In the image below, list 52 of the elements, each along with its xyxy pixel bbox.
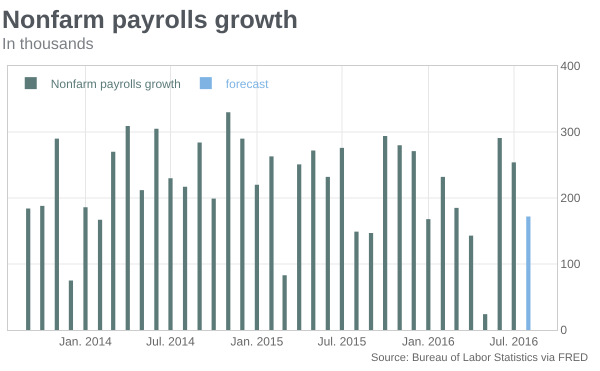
bar bbox=[398, 145, 402, 330]
bar bbox=[54, 138, 59, 330]
bar bbox=[340, 148, 344, 330]
chart-subtitle: In thousands bbox=[2, 36, 94, 53]
bar bbox=[168, 178, 173, 330]
y-tick-label: 400 bbox=[560, 59, 581, 74]
bar bbox=[440, 176, 445, 330]
bar bbox=[426, 219, 430, 330]
bar bbox=[383, 136, 388, 330]
x-tick-label: Jan. 2014 bbox=[59, 334, 112, 348]
bar bbox=[140, 190, 144, 330]
bar bbox=[269, 156, 274, 330]
bar bbox=[354, 232, 359, 330]
bar bbox=[483, 314, 488, 330]
bar bbox=[412, 151, 416, 330]
bar bbox=[240, 138, 244, 330]
bar bbox=[498, 138, 502, 330]
bar bbox=[126, 126, 130, 330]
bar bbox=[254, 184, 260, 330]
legend-label: forecast bbox=[226, 76, 270, 91]
x-tick-label: Jul. 2015 bbox=[318, 334, 367, 348]
source-note: Source: Bureau of Labor Statistics via FRED bbox=[371, 352, 588, 364]
bar bbox=[526, 216, 530, 330]
bar bbox=[26, 208, 30, 330]
bar bbox=[326, 176, 330, 330]
bar bbox=[111, 152, 116, 330]
bar bbox=[311, 150, 316, 330]
bar bbox=[468, 236, 474, 330]
bar bbox=[226, 112, 230, 330]
bar bbox=[83, 207, 88, 330]
bar bbox=[512, 162, 516, 330]
x-tick-label: Jan. 2016 bbox=[402, 334, 455, 348]
bar bbox=[212, 198, 216, 330]
bar bbox=[40, 206, 44, 330]
bar bbox=[368, 232, 374, 330]
bar bbox=[154, 128, 159, 330]
x-tick-label: Jan. 2015 bbox=[230, 334, 284, 348]
bar bbox=[454, 208, 459, 330]
y-tick-label: 300 bbox=[560, 125, 581, 140]
bar bbox=[98, 220, 102, 330]
x-tick-label: Jul. 2014 bbox=[146, 334, 196, 348]
bar bbox=[182, 186, 188, 330]
y-tick-label: 100 bbox=[560, 257, 581, 272]
chart-title: Nonfarm payrolls growth bbox=[2, 6, 298, 34]
legend-label: Nonfarm payrolls growth bbox=[50, 76, 181, 91]
y-tick-label: 0 bbox=[560, 323, 568, 338]
bar bbox=[297, 164, 302, 330]
bar bbox=[198, 142, 202, 330]
x-tick-label: Jul. 2016 bbox=[489, 334, 538, 348]
bar bbox=[282, 275, 287, 330]
y-tick-label: 200 bbox=[560, 191, 581, 206]
bar bbox=[68, 280, 74, 330]
